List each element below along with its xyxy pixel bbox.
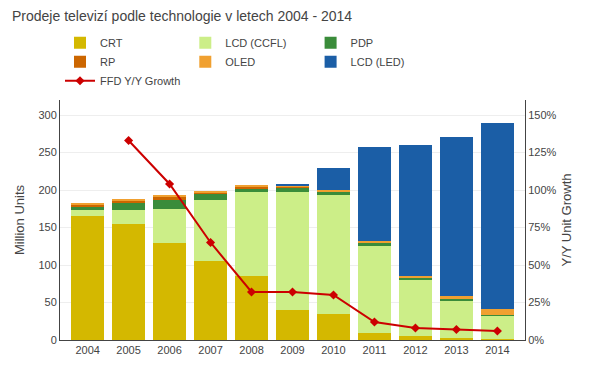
svg-text:2010: 2010 <box>321 344 345 356</box>
svg-text:Y/Y Unit Growth: Y/Y Unit Growth <box>559 174 574 267</box>
svg-text:200: 200 <box>38 184 56 196</box>
svg-text:2012: 2012 <box>403 344 427 356</box>
svg-text:2013: 2013 <box>444 344 468 356</box>
svg-text:2008: 2008 <box>239 344 263 356</box>
svg-text:Million Units: Million Units <box>12 184 27 255</box>
svg-text:100: 100 <box>38 259 56 271</box>
svg-text:RP: RP <box>100 56 115 68</box>
svg-text:300: 300 <box>38 109 56 121</box>
svg-text:125%: 125% <box>528 146 556 158</box>
svg-text:0%: 0% <box>528 334 544 346</box>
svg-text:2005: 2005 <box>116 344 140 356</box>
svg-text:2006: 2006 <box>157 344 181 356</box>
svg-text:LCD (CCFL): LCD (CCFL) <box>225 37 286 49</box>
svg-text:CRT: CRT <box>100 37 123 49</box>
svg-text:50: 50 <box>45 296 57 308</box>
svg-text:150%: 150% <box>528 109 556 121</box>
svg-text:2009: 2009 <box>280 344 304 356</box>
svg-text:2004: 2004 <box>75 344 99 356</box>
svg-text:75%: 75% <box>528 221 550 233</box>
svg-text:OLED: OLED <box>225 56 255 68</box>
svg-text:0: 0 <box>51 334 57 346</box>
svg-text:2011: 2011 <box>363 344 387 356</box>
svg-text:FFD Y/Y Growth: FFD Y/Y Growth <box>100 75 180 87</box>
svg-text:25%: 25% <box>528 296 550 308</box>
svg-text:150: 150 <box>38 221 56 233</box>
svg-text:50%: 50% <box>528 259 550 271</box>
svg-text:LCD (LED): LCD (LED) <box>351 56 405 68</box>
svg-text:Prodeje televizí podle technol: Prodeje televizí podle technologie v let… <box>12 8 352 24</box>
svg-text:2007: 2007 <box>198 344 222 356</box>
svg-text:PDP: PDP <box>351 37 374 49</box>
svg-text:250: 250 <box>38 146 56 158</box>
svg-text:100%: 100% <box>528 184 556 196</box>
svg-text:2014: 2014 <box>485 344 509 356</box>
